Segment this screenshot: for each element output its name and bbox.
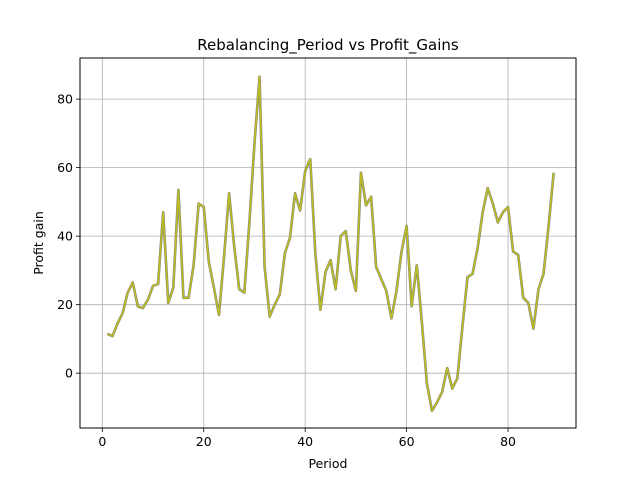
x-tick-label: 60 [399,434,415,449]
x-tick-label: 0 [98,434,106,449]
x-axis-label: Period [309,456,348,471]
y-tick-label: 40 [57,229,73,244]
y-tick-label: 0 [65,366,73,381]
x-tick-label: 80 [500,434,516,449]
x-tick-label: 20 [196,434,212,449]
chart-title: Rebalancing_Period vs Profit_Gains [197,36,459,55]
y-tick-label: 60 [57,160,73,175]
y-axis: 0 20 40 60 80 [57,92,80,381]
y-axis-label: Profit gain [31,211,46,275]
plot-area [79,57,577,429]
data-series [106,75,555,413]
x-tick-label: 40 [297,434,313,449]
y-tick-label: 20 [57,297,73,312]
grid [80,58,576,428]
x-axis: 0 20 40 60 80 [98,428,516,449]
series-line [107,76,555,412]
y-tick-label: 80 [57,92,73,107]
